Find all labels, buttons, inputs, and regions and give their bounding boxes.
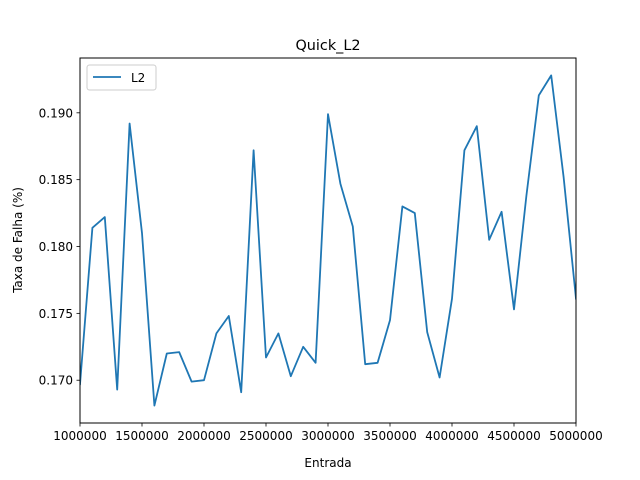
- x-axis-label: Entrada: [304, 456, 351, 470]
- x-tick-label: 3000000: [301, 429, 354, 443]
- x-tick-label: 3500000: [363, 429, 416, 443]
- legend-box: [86, 64, 157, 91]
- x-axis-ticks: 1000000 1500000 2000000 2500000 3000000 35000…: [53, 423, 603, 443]
- x-tick-label: 4000000: [425, 429, 478, 443]
- x-tick-label: 2500000: [239, 429, 292, 443]
- legend: L2: [86, 64, 157, 91]
- series-line-l2: [80, 74, 576, 407]
- y-axis-ticks: 0.170 0.175 0.180 0.185 0.190: [39, 106, 80, 388]
- y-tick-label: 0.170: [39, 374, 73, 388]
- x-tick-label: 5000000: [549, 429, 602, 443]
- plot-frame: [79, 57, 577, 424]
- x-tick-label: 4500000: [487, 429, 540, 443]
- x-tick-label: 1000000: [53, 429, 106, 443]
- legend-label-l2: L2: [131, 71, 145, 85]
- y-tick-label: 0.190: [39, 106, 73, 120]
- y-tick-label: 0.185: [39, 173, 73, 187]
- y-tick-label: 0.180: [39, 240, 73, 254]
- y-tick-label: 0.175: [39, 307, 73, 321]
- y-axis-label: Taxa de Falha (%): [11, 187, 25, 294]
- x-tick-label: 1500000: [115, 429, 168, 443]
- x-tick-label: 2000000: [177, 429, 230, 443]
- chart-title: Quick_L2: [295, 38, 360, 54]
